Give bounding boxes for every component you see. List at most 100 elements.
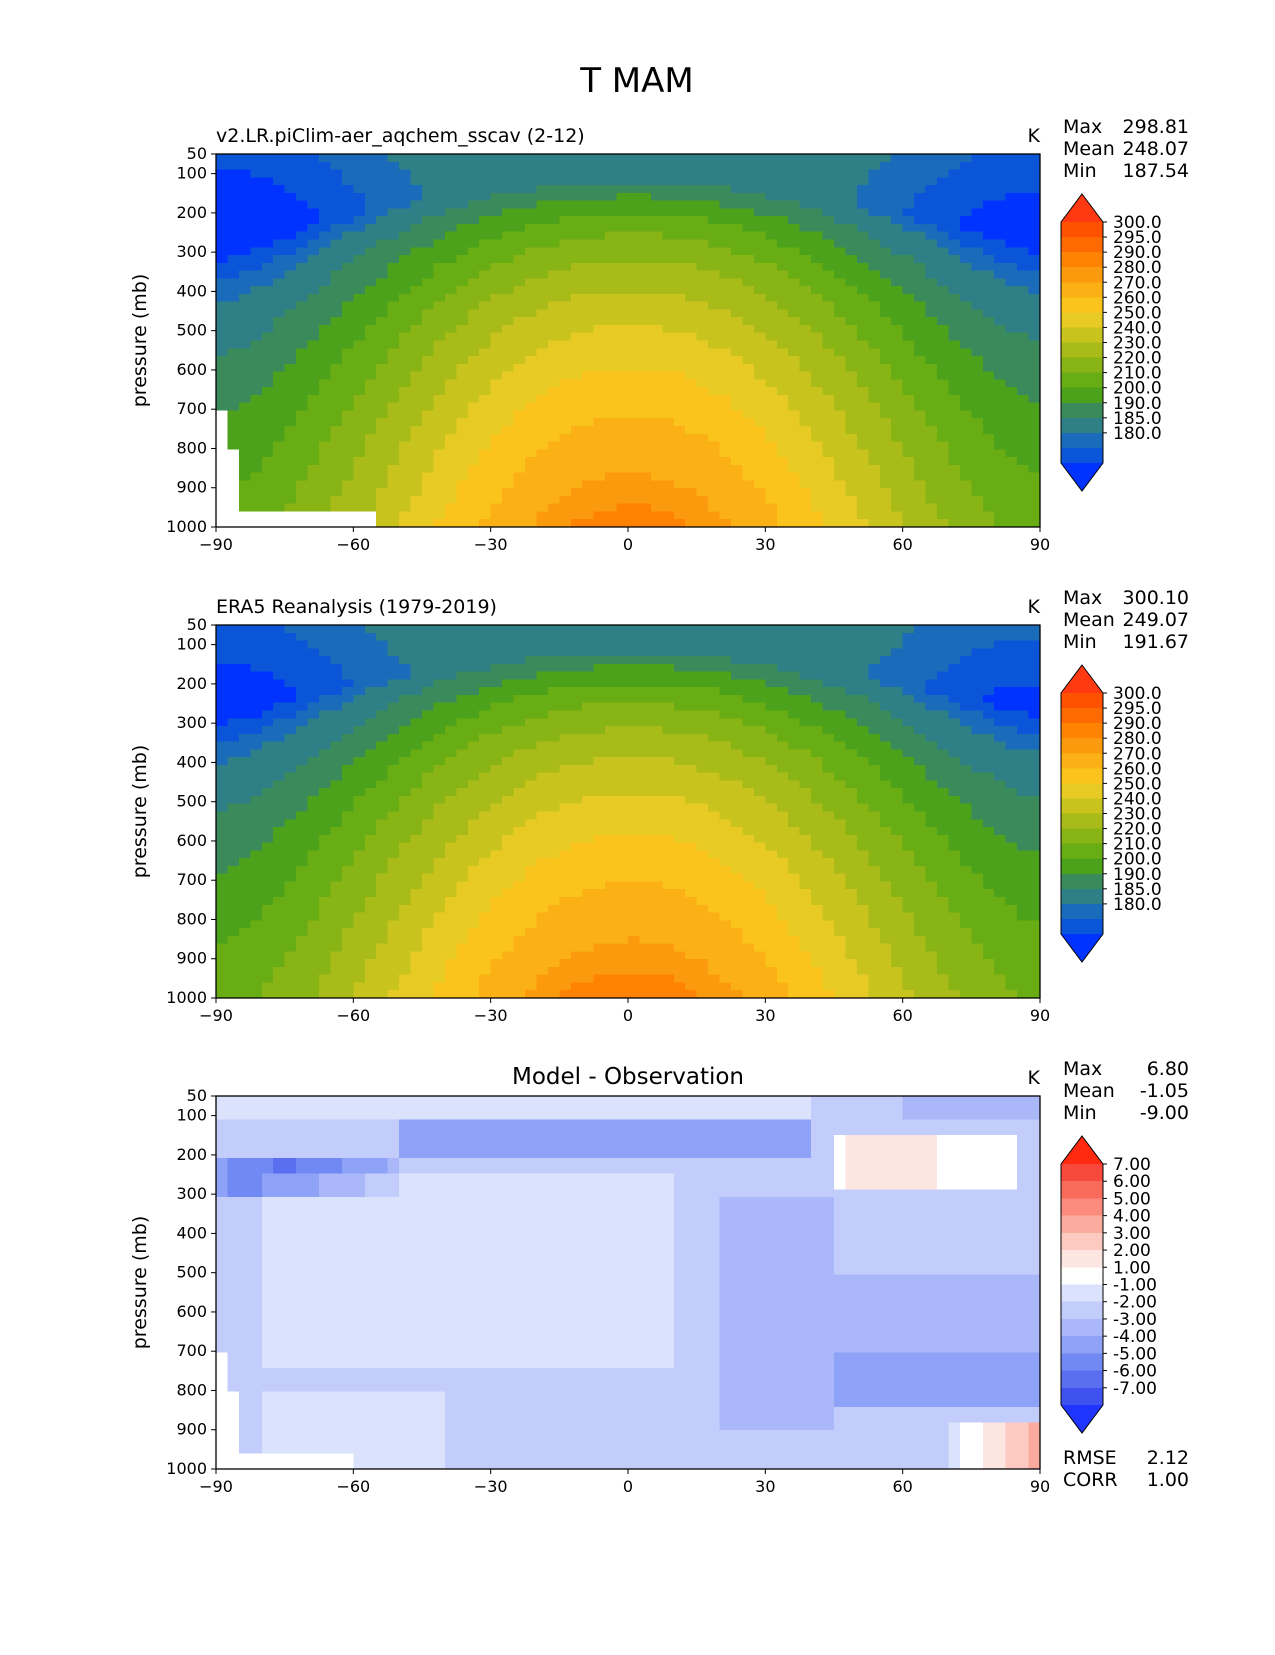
contour-cell xyxy=(285,504,297,512)
contour-cell xyxy=(262,734,274,742)
contour-cell xyxy=(514,239,526,247)
contour-cell xyxy=(468,410,480,418)
contour-cell xyxy=(525,263,537,271)
contour-cell xyxy=(605,263,617,271)
contour-cell xyxy=(376,633,388,641)
contour-cell xyxy=(617,193,629,201)
contour-cell xyxy=(926,309,938,317)
contour-cell xyxy=(857,410,869,418)
contour-cell xyxy=(365,232,377,240)
contour-cell xyxy=(422,247,434,255)
contour-cell xyxy=(639,379,651,387)
contour-cell xyxy=(674,333,686,341)
contour-cell xyxy=(285,473,297,481)
contour-cell xyxy=(308,710,320,718)
contour-cell xyxy=(399,372,411,380)
contour-cell xyxy=(479,325,491,333)
contour-cell xyxy=(227,967,239,975)
contour-cell xyxy=(834,372,846,380)
contour-cell xyxy=(262,356,274,364)
contour-cell xyxy=(662,224,674,232)
contour-cell xyxy=(559,364,571,372)
contour-cell xyxy=(594,496,606,504)
contour-cell xyxy=(811,473,823,481)
contour-cell xyxy=(399,387,411,395)
contour-cell xyxy=(433,488,445,496)
contour-cell xyxy=(823,247,835,255)
contour-cell xyxy=(491,679,503,687)
contour-cell xyxy=(742,449,754,457)
colorbar-extend-bottom xyxy=(1061,463,1103,491)
contour-cell xyxy=(433,224,445,232)
contour-cell xyxy=(479,519,491,527)
contour-cell xyxy=(502,672,514,680)
contour-cell xyxy=(571,480,583,488)
contour-cell xyxy=(754,379,766,387)
contour-cell xyxy=(445,488,457,496)
contour-cell xyxy=(811,426,823,434)
contour-cell xyxy=(445,920,457,928)
contour-cell xyxy=(514,395,526,403)
contour-cell xyxy=(834,317,846,325)
contour-cell xyxy=(548,434,560,442)
contour-cell xyxy=(811,193,823,201)
contour-cell xyxy=(239,255,251,263)
colorbar-segment xyxy=(1061,418,1103,434)
contour-cell xyxy=(411,749,423,757)
contour-cell xyxy=(376,695,388,703)
contour-cell xyxy=(296,504,308,512)
contour-cell xyxy=(388,519,400,527)
contour-cell xyxy=(628,434,640,442)
contour-cell xyxy=(834,185,846,193)
contour-cell xyxy=(983,255,995,263)
contour-cell xyxy=(273,271,285,279)
contour-cell xyxy=(399,967,411,975)
contour-cell xyxy=(811,201,823,209)
contour-cell xyxy=(937,271,949,279)
contour-cell xyxy=(937,309,949,317)
contour-cell xyxy=(422,348,434,356)
contour-cell xyxy=(353,457,365,465)
contour-cell xyxy=(479,302,491,310)
contour-cell xyxy=(994,247,1006,255)
contour-cell xyxy=(353,224,365,232)
contour-cell xyxy=(1029,185,1041,193)
contour-cell xyxy=(422,317,434,325)
contour-cell xyxy=(903,473,915,481)
contour-cell xyxy=(456,208,468,216)
contour-cell xyxy=(388,302,400,310)
contour-cell xyxy=(239,302,251,310)
contour-cell xyxy=(491,387,503,395)
contour-cell xyxy=(468,905,480,913)
contour-cell xyxy=(422,488,434,496)
contour-cell xyxy=(468,465,480,473)
contour-cell xyxy=(227,162,239,170)
contour-cell xyxy=(525,889,537,897)
contour-cell xyxy=(342,426,354,434)
contour-cell xyxy=(250,232,262,240)
contour-cell xyxy=(971,473,983,481)
contour-cell xyxy=(491,325,503,333)
contour-cell xyxy=(525,341,537,349)
contour-cell xyxy=(1017,511,1029,519)
contour-cell xyxy=(697,410,709,418)
contour-cell xyxy=(903,403,915,411)
contour-cell xyxy=(868,348,880,356)
contour-cell xyxy=(845,473,857,481)
contour-cell xyxy=(456,379,468,387)
contour-cell xyxy=(983,201,995,209)
contour-cell xyxy=(227,170,239,178)
contour-cell xyxy=(262,170,274,178)
contour-cell xyxy=(399,664,411,672)
contour-cell xyxy=(754,170,766,178)
contour-cell xyxy=(674,387,686,395)
contour-cell xyxy=(639,216,651,224)
contour-cell xyxy=(479,679,491,687)
contour-cell xyxy=(800,504,812,512)
contour-cell xyxy=(994,511,1006,519)
contour-cell xyxy=(548,372,560,380)
contour-cell xyxy=(468,843,480,851)
contour-cell xyxy=(754,519,766,527)
contour-cell xyxy=(514,819,526,827)
contour-cell xyxy=(456,905,468,913)
